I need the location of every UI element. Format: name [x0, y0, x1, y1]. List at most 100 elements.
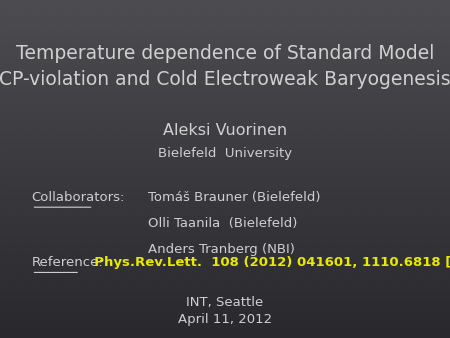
- Bar: [0, 313, 450, 315]
- Bar: [0, 180, 450, 183]
- Bar: [0, 161, 450, 163]
- Bar: [0, 59, 450, 62]
- Bar: [0, 135, 450, 138]
- Bar: [0, 65, 450, 68]
- Bar: [0, 327, 450, 330]
- Bar: [0, 265, 450, 268]
- Bar: [0, 87, 450, 90]
- Bar: [0, 251, 450, 254]
- Bar: [0, 270, 450, 273]
- Bar: [0, 256, 450, 259]
- Bar: [0, 296, 450, 298]
- Text: Collaborators:: Collaborators:: [32, 191, 125, 204]
- Bar: [0, 290, 450, 293]
- Bar: [0, 68, 450, 70]
- Bar: [0, 166, 450, 169]
- Bar: [0, 304, 450, 307]
- Bar: [0, 53, 450, 56]
- Bar: [0, 324, 450, 327]
- Bar: [0, 79, 450, 82]
- Bar: [0, 158, 450, 161]
- Bar: [0, 70, 450, 73]
- Bar: [0, 96, 450, 99]
- Bar: [0, 318, 450, 321]
- Bar: [0, 197, 450, 200]
- Bar: [0, 110, 450, 113]
- Bar: [0, 217, 450, 220]
- Bar: [0, 310, 450, 313]
- Bar: [0, 152, 450, 155]
- Bar: [0, 273, 450, 276]
- Bar: [0, 301, 450, 304]
- Bar: [0, 214, 450, 217]
- Bar: [0, 25, 450, 28]
- Bar: [0, 234, 450, 237]
- Text: Anders Tranberg (NBI): Anders Tranberg (NBI): [148, 243, 295, 256]
- Bar: [0, 138, 450, 141]
- Bar: [0, 332, 450, 335]
- Bar: [0, 144, 450, 146]
- Bar: [0, 62, 450, 65]
- Bar: [0, 222, 450, 225]
- Text: Reference:: Reference:: [32, 256, 103, 269]
- Bar: [0, 42, 450, 45]
- Bar: [0, 194, 450, 197]
- Bar: [0, 228, 450, 231]
- Bar: [0, 254, 450, 256]
- Bar: [0, 17, 450, 20]
- Bar: [0, 129, 450, 132]
- Bar: [0, 307, 450, 310]
- Bar: [0, 183, 450, 186]
- Bar: [0, 175, 450, 177]
- Bar: [0, 268, 450, 270]
- Bar: [0, 146, 450, 149]
- Text: Phys.Rev.Lett.  108 (2012) 041601, 1110.6818 [hep-ph]: Phys.Rev.Lett. 108 (2012) 041601, 1110.6…: [85, 256, 450, 269]
- Bar: [0, 84, 450, 87]
- Bar: [0, 107, 450, 110]
- Text: Bielefeld  University: Bielefeld University: [158, 147, 292, 160]
- Bar: [0, 172, 450, 175]
- Bar: [0, 279, 450, 282]
- Bar: [0, 20, 450, 23]
- Bar: [0, 259, 450, 262]
- Text: Aleksi Vuorinen: Aleksi Vuorinen: [163, 123, 287, 138]
- Bar: [0, 163, 450, 166]
- Bar: [0, 189, 450, 192]
- Bar: [0, 192, 450, 194]
- Bar: [0, 209, 450, 211]
- Bar: [0, 0, 450, 3]
- Bar: [0, 56, 450, 59]
- Bar: [0, 141, 450, 144]
- Bar: [0, 116, 450, 118]
- Bar: [0, 287, 450, 290]
- Bar: [0, 211, 450, 214]
- Bar: [0, 3, 450, 6]
- Bar: [0, 282, 450, 285]
- Bar: [0, 73, 450, 76]
- Bar: [0, 225, 450, 228]
- Text: Temperature dependence of Standard Model
CP-violation and Cold Electroweak Baryo: Temperature dependence of Standard Model…: [0, 44, 450, 89]
- Bar: [0, 113, 450, 116]
- Bar: [0, 8, 450, 11]
- Bar: [0, 239, 450, 242]
- Bar: [0, 245, 450, 248]
- Bar: [0, 242, 450, 245]
- Bar: [0, 31, 450, 34]
- Bar: [0, 186, 450, 189]
- Bar: [0, 127, 450, 129]
- Bar: [0, 330, 450, 332]
- Bar: [0, 298, 450, 301]
- Bar: [0, 231, 450, 234]
- Bar: [0, 132, 450, 135]
- Bar: [0, 155, 450, 158]
- Bar: [0, 40, 450, 42]
- Bar: [0, 169, 450, 172]
- Bar: [0, 177, 450, 180]
- Bar: [0, 335, 450, 338]
- Bar: [0, 203, 450, 206]
- Bar: [0, 206, 450, 209]
- Bar: [0, 14, 450, 17]
- Bar: [0, 34, 450, 37]
- Bar: [0, 237, 450, 239]
- Bar: [0, 104, 450, 107]
